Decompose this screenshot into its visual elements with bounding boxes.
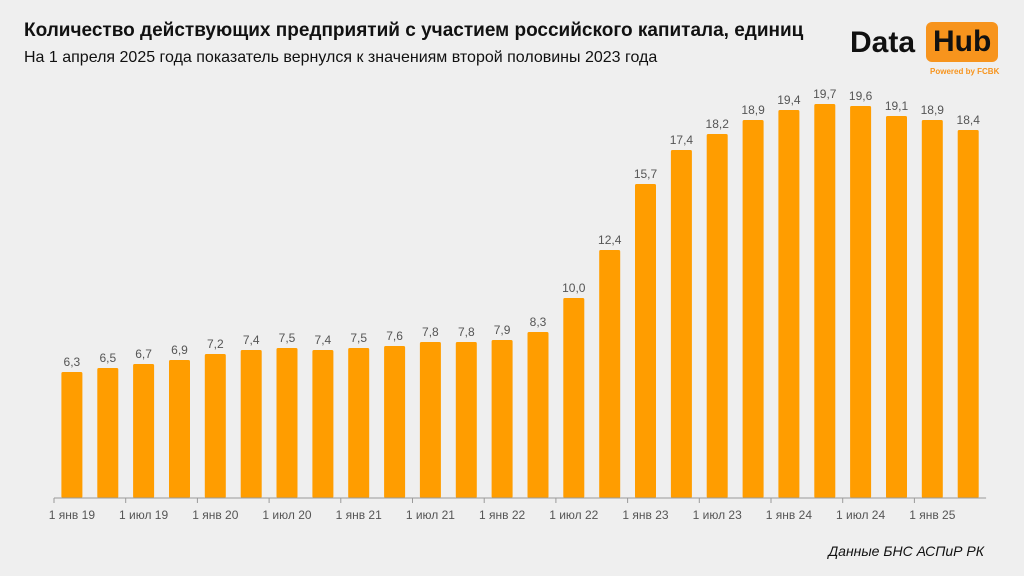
bar xyxy=(455,342,477,498)
bar xyxy=(527,332,549,498)
x-tick-label: 1 июл 23 xyxy=(693,508,742,522)
x-tick-label: 1 июл 21 xyxy=(406,508,455,522)
bar-value-label: 19,7 xyxy=(813,87,837,101)
bar xyxy=(563,298,585,498)
bar xyxy=(169,360,190,498)
bar xyxy=(97,368,119,498)
x-tick-label: 1 янв 25 xyxy=(909,508,956,522)
bar xyxy=(706,134,728,498)
x-tick-label: 1 июл 19 xyxy=(119,508,168,522)
bar xyxy=(742,120,764,498)
bar xyxy=(204,354,226,498)
source-note: Данные БНС АСПиР РК xyxy=(828,543,984,559)
bar xyxy=(312,350,334,498)
bar xyxy=(670,150,692,498)
bar-value-label: 7,2 xyxy=(207,337,224,351)
bar-value-label: 10,0 xyxy=(562,281,586,295)
bar-value-label: 7,5 xyxy=(350,331,367,345)
bar xyxy=(348,348,370,498)
datahub-logo: Data Hub Powered by FCBK xyxy=(850,22,1000,78)
x-tick-label: 1 июл 24 xyxy=(836,508,885,522)
bar xyxy=(850,106,872,498)
bar xyxy=(778,110,800,498)
logo-word-data: Data xyxy=(850,26,916,59)
bar-value-label: 7,4 xyxy=(315,333,332,347)
bar-value-label: 19,6 xyxy=(849,89,873,103)
x-tick-label: 1 янв 19 xyxy=(49,508,96,522)
chart-subtitle: На 1 апреля 2025 года показатель вернулс… xyxy=(24,49,658,66)
logo-word-hub: Hub xyxy=(926,22,999,62)
bar-value-label: 18,2 xyxy=(706,117,730,131)
bar xyxy=(635,184,656,498)
bar-value-label: 7,8 xyxy=(422,325,439,339)
bar-value-label: 15,7 xyxy=(634,167,658,181)
chart-title: Количество действующих предприятий с уча… xyxy=(24,20,804,41)
bar xyxy=(384,346,406,498)
bar-value-label: 7,8 xyxy=(458,325,475,339)
x-tick-label: 1 янв 20 xyxy=(192,508,239,522)
x-tick-label: 1 янв 21 xyxy=(336,508,383,522)
bar-value-label: 7,4 xyxy=(243,333,260,347)
logo-powered-by: Powered by FCBK xyxy=(930,67,1000,76)
bar-value-label: 6,3 xyxy=(64,355,81,369)
bar-value-label: 8,3 xyxy=(530,315,547,329)
bar xyxy=(957,130,979,498)
bar xyxy=(276,348,298,498)
bar-value-label: 6,5 xyxy=(99,351,116,365)
bar xyxy=(61,372,83,498)
x-tick-label: 1 июл 22 xyxy=(549,508,598,522)
bar-value-label: 6,9 xyxy=(171,343,188,357)
bar xyxy=(599,250,621,498)
x-tick-label: 1 янв 22 xyxy=(479,508,526,522)
x-tick-label: 1 янв 23 xyxy=(622,508,669,522)
bar-value-label: 7,6 xyxy=(386,329,403,343)
bar xyxy=(886,116,907,498)
bar-value-label: 7,5 xyxy=(279,331,296,345)
bar xyxy=(491,340,513,498)
bar-value-label: 19,4 xyxy=(777,93,801,107)
bar xyxy=(814,104,836,498)
x-tick-label: 1 янв 24 xyxy=(766,508,813,522)
bar-value-label: 17,4 xyxy=(670,133,694,147)
bar xyxy=(240,350,262,498)
bar xyxy=(133,364,155,498)
bar-value-label: 18,9 xyxy=(741,103,765,117)
bar-value-label: 18,4 xyxy=(957,113,981,127)
bar-value-label: 18,9 xyxy=(921,103,945,117)
bar xyxy=(419,342,441,498)
bar-value-label: 12,4 xyxy=(598,233,622,247)
bar-value-label: 7,9 xyxy=(494,323,511,337)
bar-value-label: 19,1 xyxy=(885,99,909,113)
bar-value-label: 6,7 xyxy=(135,347,152,361)
bar xyxy=(921,120,943,498)
x-tick-label: 1 июл 20 xyxy=(262,508,311,522)
